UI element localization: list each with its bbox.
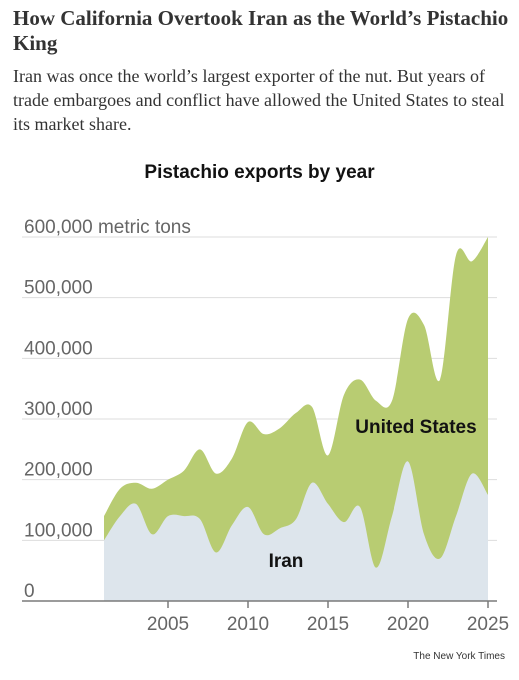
iran-area bbox=[104, 461, 488, 601]
united-states-series-label: United States bbox=[355, 417, 476, 438]
x-tick-label: 2010 bbox=[227, 614, 269, 635]
y-tick-label: 600,000 metric tons bbox=[24, 217, 191, 238]
x-tick-label: 2005 bbox=[147, 614, 189, 635]
y-tick-label: 500,000 bbox=[24, 278, 93, 299]
x-tick-label: 2015 bbox=[307, 614, 349, 635]
headline: How California Overtook Iran as the Worl… bbox=[13, 6, 509, 55]
y-tick-label: 100,000 bbox=[24, 520, 93, 541]
x-tick-label: 2020 bbox=[387, 614, 429, 635]
credit: The New York Times bbox=[413, 651, 505, 662]
iran-series-label: Iran bbox=[269, 551, 304, 572]
y-axis-tick-labels: 0 100,000 200,000 300,000 400,000 500,000 600,… bbox=[24, 217, 191, 602]
x-axis-ticks: 2005 2010 2015 2020 2025 bbox=[147, 601, 509, 635]
y-tick-label: 0 bbox=[24, 581, 35, 602]
x-tick-label: 2025 bbox=[467, 614, 509, 635]
dek: Iran was once the world’s largest export… bbox=[13, 66, 505, 134]
united-states-area bbox=[104, 237, 488, 601]
y-tick-label: 400,000 bbox=[24, 338, 93, 359]
chart-title: Pistachio exports by year bbox=[144, 162, 375, 183]
y-tick-label: 200,000 bbox=[24, 460, 93, 481]
y-tick-label: 300,000 bbox=[24, 399, 93, 420]
